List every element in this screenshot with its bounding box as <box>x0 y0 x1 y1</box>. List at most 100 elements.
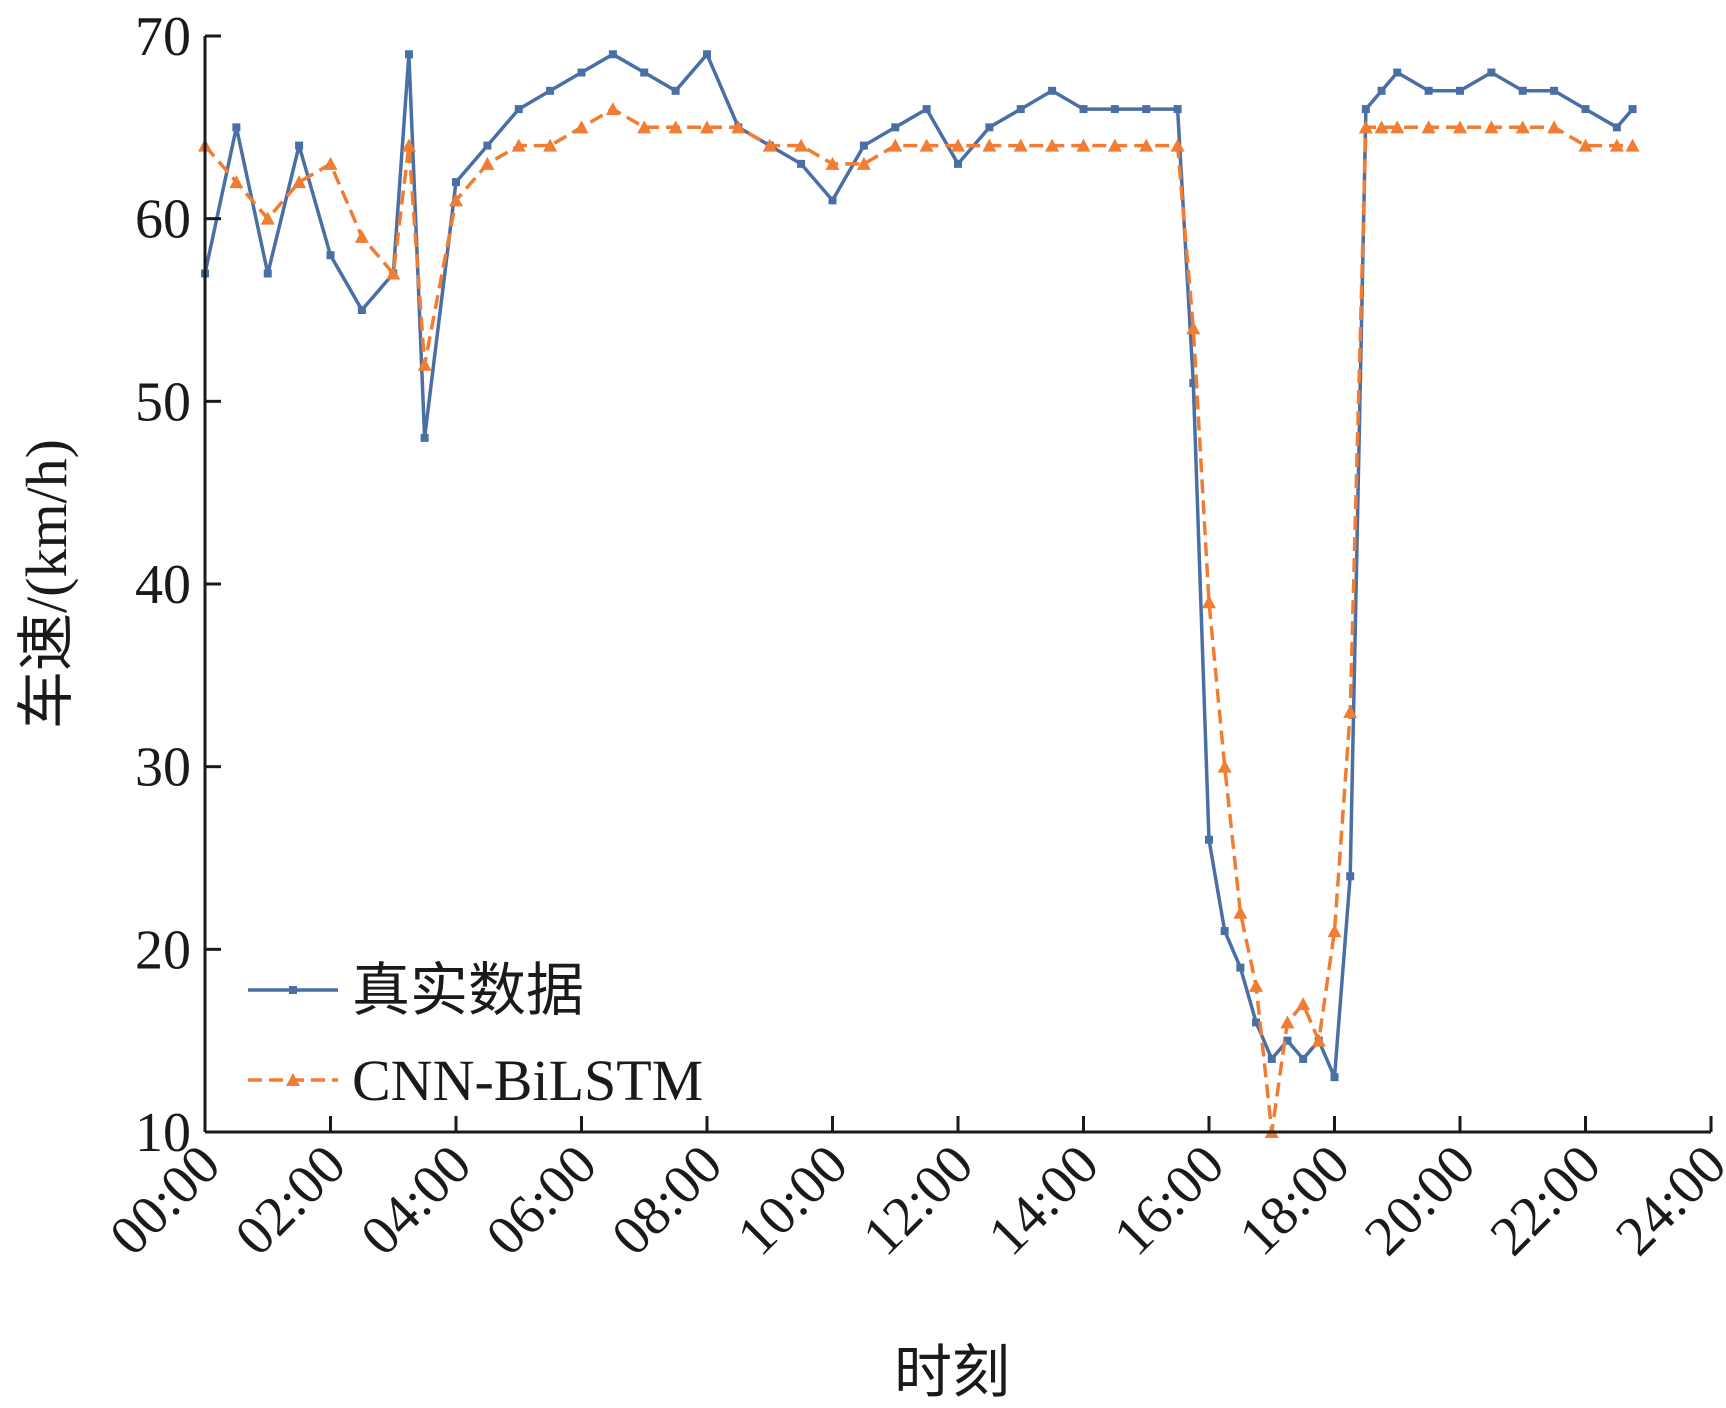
y-ticks: 10 20 30 40 50 60 70 <box>135 6 221 1164</box>
data-point <box>856 156 871 170</box>
data-point <box>951 138 965 152</box>
data-point <box>859 141 868 150</box>
y-tick-label: 40 <box>135 554 191 616</box>
data-point <box>919 138 934 152</box>
data-point <box>891 123 900 132</box>
x-tick-label: 22:00 <box>1479 1133 1613 1267</box>
data-point <box>1016 105 1025 114</box>
data-point <box>1377 86 1386 95</box>
data-point <box>825 156 840 170</box>
data-point <box>922 105 931 114</box>
y-tick-label: 20 <box>135 919 191 981</box>
data-point <box>1045 138 1060 152</box>
data-point <box>605 102 620 116</box>
data-point <box>1205 835 1213 844</box>
data-point <box>797 159 806 168</box>
x-tick-label: 04:00 <box>349 1133 483 1267</box>
x-tick-label: 02:00 <box>224 1133 358 1267</box>
data-point <box>671 86 680 95</box>
data-point <box>1139 138 1154 152</box>
data-point <box>1393 68 1402 77</box>
data-point <box>420 433 429 442</box>
data-point <box>1453 120 1467 134</box>
data-point <box>1390 120 1405 134</box>
data-point <box>514 105 523 114</box>
data-point <box>1249 978 1264 992</box>
data-point <box>982 138 997 152</box>
data-point <box>1578 138 1593 152</box>
data-point <box>1076 138 1091 152</box>
data-point <box>1518 86 1527 95</box>
data-point <box>1374 120 1389 134</box>
data-point <box>1107 138 1122 152</box>
series-1 <box>201 50 1637 1082</box>
x-axis-title: 时刻 <box>894 1340 1010 1405</box>
data-point <box>1358 120 1373 134</box>
data-point <box>357 306 366 314</box>
data-point <box>1170 138 1185 152</box>
x-tick-label: 12:00 <box>851 1133 985 1267</box>
data-point <box>232 123 241 132</box>
data-point <box>577 68 586 77</box>
data-point <box>543 138 558 152</box>
data-point <box>404 50 413 59</box>
data-point <box>1233 905 1248 919</box>
data-point <box>1346 872 1355 881</box>
legend-label: CNN-BiLSTM <box>352 1048 703 1113</box>
data-point <box>401 138 416 152</box>
data-point <box>1484 120 1499 134</box>
data-point <box>1550 86 1559 95</box>
data-point <box>1217 759 1232 773</box>
data-point <box>762 138 777 152</box>
data-point <box>449 193 463 207</box>
data-point <box>1343 704 1358 718</box>
data-point <box>511 138 526 152</box>
series-2 <box>198 102 1640 1138</box>
data-point <box>452 178 460 187</box>
data-point <box>483 141 492 150</box>
y-tick-label: 30 <box>135 737 191 799</box>
data-point <box>1296 997 1311 1011</box>
data-point <box>700 120 714 134</box>
data-point <box>260 211 275 225</box>
data-point <box>1299 1054 1308 1063</box>
x-ticks: 00:0002:0004:0006:0008:0010:0012:0014:00… <box>98 1116 1726 1267</box>
x-tick-label: 16:00 <box>1102 1133 1236 1267</box>
data-point <box>263 269 272 278</box>
data-point <box>794 138 809 152</box>
x-tick-label: 14:00 <box>977 1133 1111 1267</box>
x-tick-label: 08:00 <box>600 1133 734 1267</box>
data-point <box>386 266 401 280</box>
data-point <box>1202 595 1216 609</box>
data-point <box>1625 138 1640 152</box>
legend: 真实数据 CNN-BiLSTM <box>248 958 703 1113</box>
data-point <box>574 120 589 134</box>
data-point <box>1048 86 1057 95</box>
data-point <box>1609 138 1624 152</box>
data-point <box>1330 1073 1339 1082</box>
data-point <box>1173 105 1182 114</box>
y-tick-label: 60 <box>135 189 191 251</box>
data-point <box>1487 68 1496 77</box>
data-point <box>1628 105 1637 114</box>
x-tick-label: 06:00 <box>475 1133 609 1267</box>
data-point <box>1142 105 1151 114</box>
data-point <box>608 50 617 59</box>
data-point <box>417 357 432 371</box>
y-tick-label: 70 <box>135 6 191 68</box>
data-point <box>292 175 307 189</box>
data-point <box>289 986 297 994</box>
x-tick-label: 18:00 <box>1228 1133 1362 1267</box>
data-point <box>888 138 903 152</box>
data-point <box>668 120 683 134</box>
data-point <box>323 156 338 170</box>
data-point <box>1424 86 1433 95</box>
data-point <box>1252 1018 1261 1027</box>
data-point <box>326 251 335 260</box>
data-point <box>1267 1054 1276 1063</box>
x-tick-label: 24:00 <box>1604 1133 1726 1267</box>
plot-lines <box>198 50 1640 1138</box>
data-point <box>1327 924 1342 938</box>
data-point <box>1236 963 1245 972</box>
data-point <box>1581 105 1590 114</box>
